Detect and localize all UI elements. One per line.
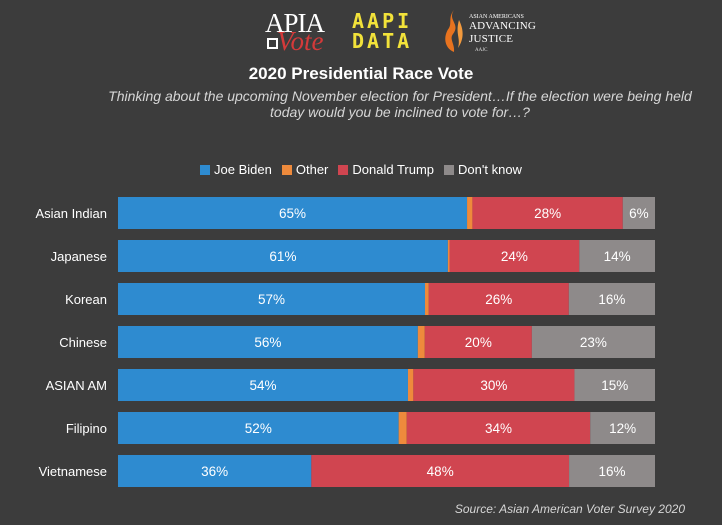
category-label: ASIAN AM: [46, 378, 107, 393]
category-label: Asian Indian: [35, 206, 107, 221]
bar-segment: [579, 240, 655, 272]
legend-item: Don't know: [444, 162, 522, 177]
bar-segment: [406, 412, 591, 444]
legend-item: Joe Biden: [200, 162, 272, 177]
bar-segment: [118, 326, 418, 358]
data-label: 20%: [465, 335, 492, 350]
bar-segment: [590, 412, 655, 444]
bar-segment: [413, 369, 575, 401]
data-label: 65%: [279, 206, 306, 221]
data-label: 61%: [269, 249, 296, 264]
bar-segment: [118, 455, 312, 487]
bar-segment: [568, 283, 655, 315]
data-label: 28%: [534, 206, 561, 221]
bar-segment: [424, 326, 532, 358]
bar-segment: [467, 197, 473, 229]
legend-swatch: [444, 164, 455, 175]
legend-item: Donald Trump: [338, 162, 434, 177]
legend-label: Joe Biden: [214, 162, 272, 177]
data-label: 56%: [254, 335, 281, 350]
chart-title: 2020 Presidential Race Vote: [248, 64, 474, 83]
data-label: 15%: [601, 378, 628, 393]
data-label: 54%: [249, 378, 276, 393]
checkbox-icon: [267, 38, 278, 49]
bar-segment: [118, 369, 408, 401]
data-label: 34%: [485, 421, 512, 436]
legend-item: Other: [281, 162, 329, 177]
data-label: 52%: [245, 421, 272, 436]
data-label: 26%: [485, 292, 512, 307]
legend-swatch: [338, 164, 349, 175]
category-label: Chinese: [59, 335, 107, 350]
bar-segment: [472, 197, 623, 229]
bar-segment: [622, 197, 655, 229]
bar-segment: [311, 455, 570, 487]
aajc-logo: ASIAN AMERICANS ADVANCING JUSTICE AAJC: [441, 6, 561, 54]
bar-segment: [449, 240, 580, 272]
bar-segment: [417, 326, 425, 358]
legend-label: Other: [295, 162, 329, 177]
data-label: 16%: [598, 292, 625, 307]
bar-segment: [425, 283, 429, 315]
legend-label: Don't know: [458, 162, 522, 177]
bar-segment: [118, 197, 468, 229]
category-label: Japanese: [51, 249, 107, 264]
data-logo-text: DATA: [352, 29, 413, 53]
category-label: Vietnamese: [39, 464, 107, 479]
legend-label: Donald Trump: [352, 162, 435, 177]
aapi-data-logo: AAPI DATA: [352, 6, 424, 54]
bar-segment: [531, 326, 655, 358]
data-label: 36%: [201, 464, 228, 479]
data-label: 24%: [501, 249, 528, 264]
bar-segment: [447, 240, 450, 272]
aajc-line3: JUSTICE: [469, 33, 514, 45]
vote-logo-text: Vote: [277, 26, 324, 56]
category-label: Korean: [65, 292, 107, 307]
bar-segment: [407, 369, 414, 401]
bar-segment: [118, 412, 399, 444]
data-label: 30%: [480, 378, 507, 393]
data-label: 6%: [629, 206, 649, 221]
source-note: Source: Asian American Voter Survey 2020: [454, 502, 685, 516]
bar-segment: [118, 283, 426, 315]
legend-swatch: [200, 164, 211, 175]
bar-segment: [428, 283, 569, 315]
data-label: 14%: [604, 249, 631, 264]
flame-icon: [445, 10, 463, 52]
chart-legend: Joe Biden Other Donald Trump Don't know: [0, 162, 722, 177]
legend-swatch: [281, 164, 292, 175]
chart-subtitle: Thinking about the upcoming November ele…: [108, 88, 692, 120]
bar-segment: [398, 412, 407, 444]
data-label: 48%: [427, 464, 454, 479]
bar-segment: [569, 455, 655, 487]
data-label: 23%: [580, 335, 607, 350]
logo-bar: APIA Vote AAPI DATA ASIAN AMERICANS ADVA…: [0, 6, 722, 58]
bar-segment: [118, 240, 448, 272]
aapi-logo-text: AAPI: [352, 9, 413, 33]
data-label: 12%: [609, 421, 636, 436]
aajc-line4: AAJC: [475, 48, 488, 53]
bar-segment: [574, 369, 655, 401]
data-label: 16%: [599, 464, 626, 479]
aajc-line2: ADVANCING: [469, 20, 536, 32]
apia-vote-logo: APIA Vote: [265, 6, 345, 56]
data-label: 57%: [258, 292, 285, 307]
apia-logo-text: APIA: [265, 8, 325, 38]
aajc-line1: ASIAN AMERICANS: [469, 14, 524, 20]
category-label: Filipino: [66, 421, 107, 436]
